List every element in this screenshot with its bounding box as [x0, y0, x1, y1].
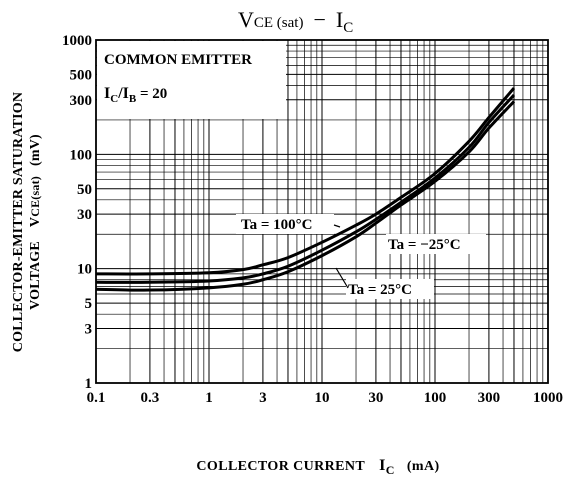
x-tick-label: 3: [259, 390, 267, 406]
y-label-sub: CE(sat): [28, 176, 42, 217]
x-tick-label: 100: [424, 390, 447, 406]
title-sub2: C: [343, 20, 353, 36]
y-label-line2: VOLTAGE VCE(sat) (mV): [28, 134, 43, 310]
x-axis-label: COLLECTOR CURRENT IC (mA): [196, 457, 439, 477]
series-line-1: [95, 94, 516, 284]
annotation-leader: [335, 267, 349, 289]
y-tick-label: 50: [77, 182, 92, 198]
y-tick-label: 100: [70, 147, 93, 163]
y-axis-label: COLLECTOR-EMITTER SATURATION VOLTAGE VCE(…: [11, 92, 43, 352]
x-tick-label: 0.1: [87, 390, 106, 406]
y-label-voltage: VOLTAGE: [28, 241, 43, 310]
y-tick-label: 5: [85, 296, 93, 312]
y-tick-label: 10: [77, 262, 92, 278]
x-tick-label: 1: [205, 390, 213, 406]
x-label-unit: (mA): [407, 459, 440, 474]
y-tick-label: 1000: [62, 33, 92, 49]
annotation-label: Ta = 100°C: [241, 217, 313, 233]
title-v: V: [238, 7, 254, 32]
plot-frame: [95, 39, 549, 384]
y-tick-label: 1: [85, 376, 93, 392]
x-label-sub: C: [386, 463, 395, 477]
y-tick-label: 500: [70, 67, 93, 83]
y-label-sym: V: [28, 217, 43, 227]
y-tick-labels: 1 3 5 10 30 50 100 300 500 1000: [62, 33, 92, 392]
y-tick-label: 300: [70, 93, 93, 109]
x-tick-label: 1000: [533, 390, 563, 406]
series-line-0: [95, 87, 516, 276]
series-group: [95, 87, 516, 292]
annotation-bg: [236, 214, 334, 234]
x-tick-label: 30: [368, 390, 383, 406]
annotation-bg: [346, 279, 434, 299]
conditions-line2: IC/IB = 20: [104, 85, 167, 105]
y-label-unit: (mV): [28, 134, 43, 166]
y-label-line1: COLLECTOR-EMITTER SATURATION: [11, 92, 26, 352]
annotation-leader: [333, 224, 341, 228]
y-tick-label: 30: [77, 207, 92, 223]
annotation-label: Ta = 25°C: [348, 282, 412, 298]
conditions-bg: [97, 41, 286, 119]
series-line-2: [95, 100, 516, 292]
x-label-text: COLLECTOR CURRENT: [196, 459, 365, 474]
x-tick-label: 10: [315, 390, 330, 406]
annotations: Ta = 100°C Ta = −25°C Ta = 25°C: [236, 214, 486, 299]
title-i: I: [336, 7, 343, 32]
chart-title: VCE (sat) − IC: [238, 7, 353, 36]
y-tick-label: 3: [85, 321, 93, 337]
x-tick-label: 0.3: [141, 390, 160, 406]
x-tick-label: 300: [478, 390, 501, 406]
annotation-bg: [386, 234, 486, 254]
x-label-sym: I: [379, 457, 386, 474]
conditions-box: COMMON EMITTER IC/IB = 20: [97, 41, 286, 119]
x-tick-labels: 0.1 0.3 1 3 10 30 100 300 1000: [87, 390, 563, 406]
title-sub1: CE (sat): [254, 15, 304, 31]
conditions-line1: COMMON EMITTER: [104, 52, 252, 68]
title-dash: −: [313, 7, 325, 32]
annotation-label: Ta = −25°C: [388, 237, 461, 253]
